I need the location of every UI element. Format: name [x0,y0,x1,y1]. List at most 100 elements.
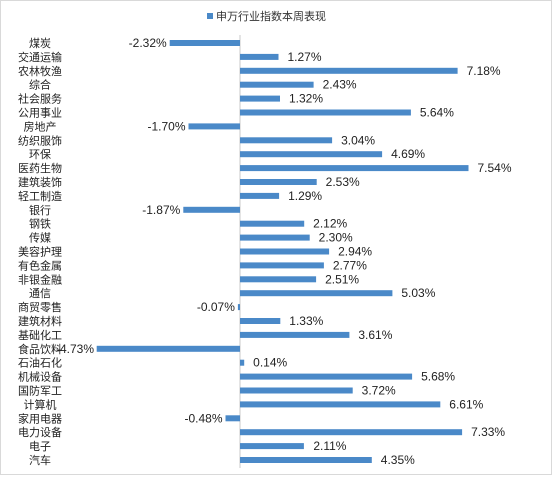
legend-swatch [207,13,213,19]
value-label: 6.61% [449,397,483,411]
value-label: 2.11% [313,439,346,453]
value-label: 1.29% [288,189,322,203]
bar-19 [240,290,393,297]
category-label: 医药生物 [18,161,62,175]
value-label: 4.69% [391,147,425,161]
bar-30 [240,443,304,450]
value-label: 2.43% [323,78,357,92]
category-label: 银行 [29,203,51,217]
bar-22 [240,331,350,338]
category-label: 社会服务 [18,92,62,106]
category-label: 通信 [29,287,51,300]
value-label: -2.32% [129,36,167,50]
category-label: 机械设备 [18,370,62,384]
value-label: 7.33% [471,425,505,439]
legend: 申万行业指数本周表现 [207,9,326,23]
category-label: 环保 [29,147,51,161]
value-label: 2.53% [326,175,360,189]
bar-16 [240,248,330,255]
category-label: 计算机 [24,397,57,411]
value-label: 5.03% [401,286,435,300]
bar-28 [225,415,240,422]
category-label: 食品饮料 [18,342,62,356]
value-label: -4.73% [56,342,94,356]
bar-8 [240,137,333,144]
category-label: 商贸零售 [18,300,62,314]
bar-15 [240,234,310,241]
legend-label: 申万行业指数本周表现 [216,9,326,23]
category-label: 公用事业 [18,107,62,120]
value-label: 2.30% [319,231,353,245]
value-labels: -2.32% 1.27% 7.18% 2.43%1.32% 5.64% -1.70% 3.0… [56,36,512,467]
value-label: 3.72% [362,384,396,398]
category-label: 电力设备 [18,425,62,439]
bar-13 [183,206,240,213]
category-label: 钢铁 [29,218,51,231]
value-label: 3.04% [341,133,375,147]
value-label: 2.94% [338,245,372,259]
value-label: 1.27% [287,50,321,64]
value-label: -0.48% [184,411,222,425]
bar-26 [240,387,353,394]
value-label: 2.51% [325,272,359,286]
bar-25 [240,373,413,380]
category-label: 非银金融 [18,272,62,286]
bar-21 [240,318,281,324]
value-label: 2.12% [313,217,347,231]
category-label: 交通运输 [18,50,62,64]
category-label: 汽车 [29,453,51,467]
value-label: 7.54% [477,161,511,175]
category-label: 综合 [29,78,51,92]
bar-29 [240,429,463,436]
bar-2 [240,53,279,60]
category-label: 轻工制造 [18,189,62,203]
value-label: 4.35% [381,453,415,467]
bar-12 [240,192,280,199]
bar-6 [240,109,411,116]
bar-10 [240,165,469,172]
category-label: 房地产 [24,119,57,133]
bar-20 [237,304,240,311]
value-label: 3.61% [358,328,392,342]
value-label: 5.68% [421,370,455,384]
bars [96,40,469,463]
bar-3 [240,67,458,74]
category-label: 煤炭 [29,37,51,50]
category-label: 传媒 [29,232,51,245]
value-label: -1.87% [142,203,180,217]
value-label: 7.18% [467,64,501,78]
category-labels: 煤炭交通运输农林牧渔综合社会服务公用事业房地产纺织服饰环保医药生物建筑装饰轻工制… [18,37,62,467]
bar-4 [240,81,314,88]
bar-1 [169,40,240,46]
category-label: 农林牧渔 [18,64,62,78]
bar-17 [240,262,324,269]
bar-11 [240,179,317,185]
bar-9 [240,151,383,158]
bar-31 [240,457,372,463]
category-label: 建筑装饰 [18,175,62,189]
category-label: 纺织服饰 [18,133,62,147]
category-label: 建筑材料 [18,314,62,328]
bar-18 [240,276,317,283]
bar-7 [188,123,240,130]
category-label: 电子 [29,440,51,453]
value-label: -1.70% [147,119,185,133]
category-label: 家用电器 [18,411,62,425]
category-label: 国防军工 [18,384,62,398]
value-label: 2.77% [333,258,367,272]
bar-24 [240,359,245,366]
value-label: -0.07% [197,300,235,314]
value-label: 0.14% [253,356,287,370]
category-label: 石油石化 [18,356,62,370]
value-label: 1.32% [289,92,323,106]
value-label: 1.33% [289,314,323,328]
bar-23 [96,345,240,352]
bar-27 [240,401,441,408]
category-label: 有色金属 [18,258,62,272]
category-label: 美容护理 [18,245,62,259]
bar-14 [240,220,305,227]
value-label: 5.64% [420,106,454,120]
bar-5 [240,95,280,102]
category-label: 基础化工 [18,328,62,342]
